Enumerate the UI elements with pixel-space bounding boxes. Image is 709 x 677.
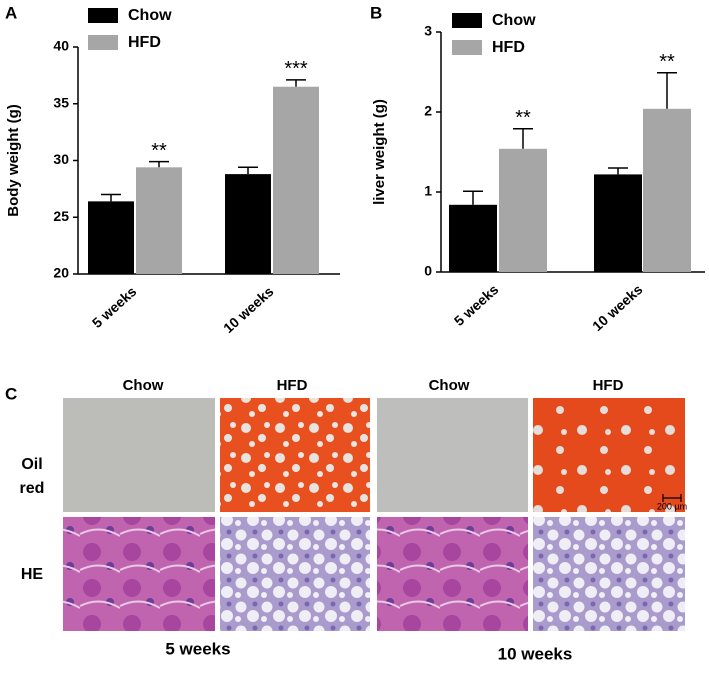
legend-label: HFD [128,34,161,51]
x-tick-label: 10 weeks [220,283,277,336]
y-tick-label: 35 [53,94,69,110]
significance: *** [284,58,308,80]
image [220,398,370,512]
column-header: HFD [277,377,308,394]
legend-label: HFD [492,39,525,56]
row-label: Oil red [20,456,45,497]
bar [88,201,134,274]
legend-swatch [452,13,482,28]
significance: ** [151,140,167,162]
column-header: HFD [593,377,624,394]
image [533,398,685,512]
legend-swatch [88,35,118,50]
image [533,517,685,631]
scale-bar-label: 200 µm [657,501,687,511]
y-axis-label: Body weight (g) [5,104,22,217]
bar [225,174,271,274]
image [377,517,528,631]
image [63,398,215,512]
image [377,398,528,512]
row-label: HE [21,566,44,583]
panel-label: C [5,384,17,403]
y-tick-label: 20 [53,265,69,281]
image [220,517,370,631]
row-label-line: red [20,480,45,497]
row-label-line: Oil [21,456,42,473]
scale-bar [662,494,682,502]
y-tick-label: 3 [424,23,432,39]
x-tick-label: 5 weeks [89,283,140,331]
legend-label: Chow [128,7,172,24]
column-header: Chow [123,377,164,394]
bar [449,204,497,272]
significance: ** [515,107,531,129]
column-header: Chow [429,377,470,394]
y-tick-label: 30 [53,151,69,167]
y-tick-label: 2 [424,103,432,119]
legend-label: Chow [492,12,536,29]
y-tick-label: 1 [424,183,432,199]
bar [643,108,691,272]
y-tick-label: 25 [53,208,69,224]
panel-c-images [63,398,685,631]
y-axis-label: liver weight (g) [371,99,388,205]
x-tick-label: 5 weeks [451,281,502,329]
group-label: 5 weeks [165,639,230,658]
image [63,517,215,631]
bar [273,86,319,274]
y-tick-label: 40 [53,38,69,54]
bar [499,148,547,272]
legend-swatch [452,40,482,55]
x-tick-label: 10 weeks [589,281,646,334]
bar [594,174,642,272]
panel-label: A [5,3,17,22]
significance: ** [659,51,675,73]
y-tick-label: 0 [424,263,432,279]
group-label: 10 weeks [498,644,573,663]
legend-swatch [88,8,118,23]
panel-label: B [370,3,382,22]
bar [136,167,182,274]
